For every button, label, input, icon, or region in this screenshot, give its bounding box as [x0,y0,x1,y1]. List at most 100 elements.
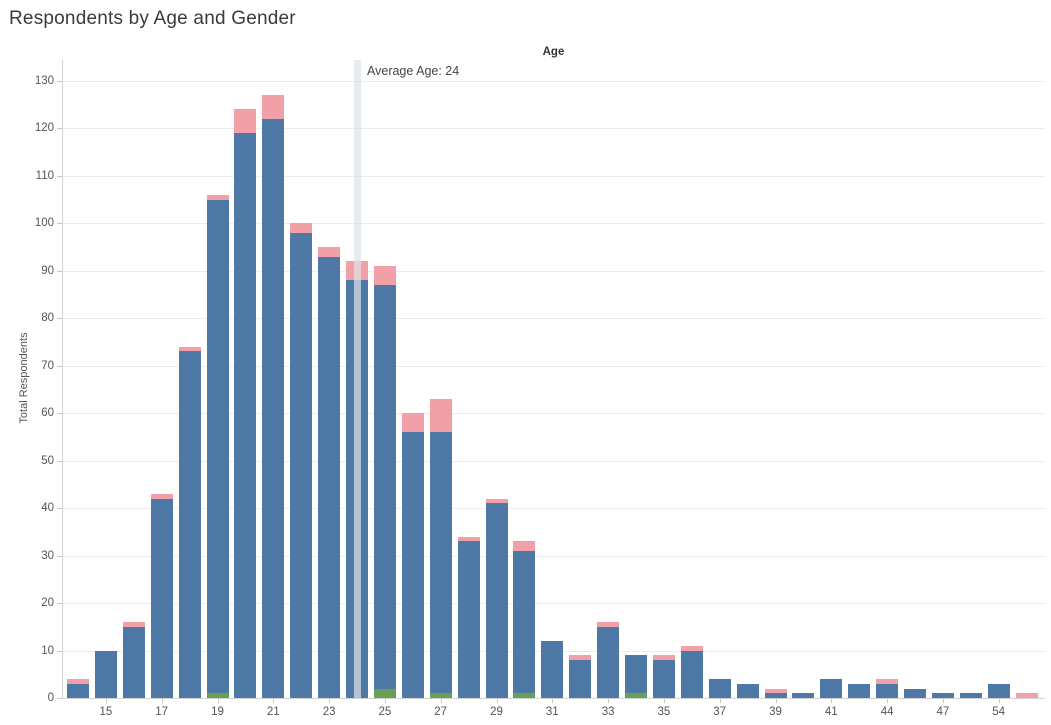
bar-age-38[interactable] [736,683,759,698]
bar-age-35[interactable] [652,655,675,698]
bar-age-18-pink-top-segment[interactable] [178,346,201,352]
bar-age-21-blue-middle-segment[interactable] [262,118,285,698]
bar-age-55[interactable] [1015,693,1038,698]
average-age-reference-band [353,60,361,698]
bar-age-47[interactable] [931,693,954,698]
bar-age-32-blue-middle-segment[interactable] [569,660,592,698]
bar-age-16-pink-top-segment[interactable] [122,622,145,627]
bar-age-29[interactable] [485,498,508,698]
bar-age-18-blue-middle-segment[interactable] [178,351,201,698]
bar-age-23-blue-middle-segment[interactable] [318,256,341,698]
bar-age-34-blue-middle-segment[interactable] [625,655,647,694]
bar-age-31-blue-middle-segment[interactable] [541,641,564,698]
bar-age-25-pink-top-segment[interactable] [373,266,396,286]
bar-age-44-blue-middle-segment[interactable] [876,683,899,698]
bar-age-19-blue-middle-segment[interactable] [206,199,229,694]
bar-age-20-blue-middle-segment[interactable] [234,133,257,698]
bar-age-30[interactable] [513,541,536,698]
bar-age-35-blue-middle-segment[interactable] [652,660,675,698]
bar-age-32[interactable] [569,655,592,698]
y-tick-50 [57,460,62,462]
bar-age-28[interactable] [457,536,480,698]
bar-age-49-blue-middle-segment[interactable] [959,693,982,698]
bar-age-19[interactable] [206,194,229,698]
bar-age-26-pink-top-segment[interactable] [401,413,424,433]
bar-age-44[interactable] [876,679,899,698]
bar-age-33[interactable] [597,622,620,698]
bar-age-28-blue-middle-segment[interactable] [457,541,480,698]
bar-age-19-green-bottom-segment[interactable] [206,693,229,698]
bar-age-22[interactable] [290,223,313,698]
bar-age-30-green-bottom-segment[interactable] [513,693,536,698]
bar-age-42[interactable] [848,683,871,698]
bar-age-16[interactable] [122,622,145,698]
bar-age-39[interactable] [764,688,787,698]
bar-age-40[interactable] [792,693,815,698]
bar-age-40-blue-middle-segment[interactable] [792,693,815,698]
bar-age-45[interactable] [904,688,926,698]
bar-age-35-pink-top-segment[interactable] [652,655,675,661]
bar-age-39-blue-middle-segment[interactable] [764,693,787,698]
bar-age-17[interactable] [150,493,173,698]
bar-age-14-pink-top-segment[interactable] [67,679,89,684]
bar-age-26-blue-middle-segment[interactable] [401,432,424,698]
bar-age-25-blue-middle-segment[interactable] [373,285,396,689]
bar-age-41[interactable] [820,679,843,698]
bar-age-34-green-bottom-segment[interactable] [625,693,647,698]
bar-age-16-blue-middle-segment[interactable] [122,626,145,698]
bar-age-38-blue-middle-segment[interactable] [736,683,759,698]
bar-age-25-green-bottom-segment[interactable] [373,688,396,698]
bar-age-23[interactable] [318,247,341,698]
bar-age-25[interactable] [373,266,396,698]
bar-age-20-pink-top-segment[interactable] [234,109,257,134]
bar-age-36-pink-top-segment[interactable] [680,645,703,651]
bar-age-30-pink-top-segment[interactable] [513,541,536,551]
x-tick-25 [384,698,386,703]
bar-age-14[interactable] [67,679,89,698]
bar-age-14-blue-middle-segment[interactable] [67,683,89,698]
bar-age-37-blue-middle-segment[interactable] [708,679,731,698]
bar-age-27[interactable] [429,398,452,698]
bar-age-44-pink-top-segment[interactable] [876,679,899,684]
bar-age-39-pink-top-segment[interactable] [764,688,787,694]
bar-age-19-pink-top-segment[interactable] [206,194,229,200]
bar-age-36-blue-middle-segment[interactable] [680,650,703,698]
bar-age-49[interactable] [959,693,982,698]
bar-age-23-pink-top-segment[interactable] [318,247,341,257]
bar-age-29-blue-middle-segment[interactable] [485,503,508,698]
x-tick-label-44: 44 [880,706,894,718]
bar-age-47-blue-middle-segment[interactable] [931,693,954,698]
bar-age-21-pink-top-segment[interactable] [262,95,285,119]
bar-age-27-green-bottom-segment[interactable] [429,693,452,698]
bar-age-22-blue-middle-segment[interactable] [290,232,313,698]
bar-age-17-blue-middle-segment[interactable] [150,498,173,698]
bar-age-18[interactable] [178,346,201,698]
bar-age-32-pink-top-segment[interactable] [569,655,592,661]
bar-age-15[interactable] [94,650,117,698]
bar-age-17-pink-top-segment[interactable] [150,493,173,499]
bar-age-42-blue-middle-segment[interactable] [848,683,871,698]
bar-age-55-pink-top-segment[interactable] [1015,693,1038,698]
bar-age-34[interactable] [625,655,647,698]
bar-age-22-pink-top-segment[interactable] [290,223,313,233]
bar-age-31[interactable] [541,641,564,698]
bar-age-54-blue-middle-segment[interactable] [987,683,1010,698]
bar-age-33-blue-middle-segment[interactable] [597,626,620,698]
bar-age-30-blue-middle-segment[interactable] [513,550,536,694]
bar-age-27-blue-middle-segment[interactable] [429,432,452,694]
bar-age-21[interactable] [262,95,285,698]
bar-age-26[interactable] [401,413,424,698]
y-tick-40 [57,508,62,510]
bar-age-37[interactable] [708,679,731,698]
bar-age-20[interactable] [234,109,257,698]
bar-age-45-blue-middle-segment[interactable] [904,688,926,698]
bar-age-33-pink-top-segment[interactable] [597,622,620,627]
bar-age-36[interactable] [680,645,703,698]
bar-age-15-blue-middle-segment[interactable] [94,650,117,698]
bar-age-41-blue-middle-segment[interactable] [820,679,843,698]
bar-age-27-pink-top-segment[interactable] [429,398,452,433]
bar-age-54[interactable] [987,683,1010,698]
bar-age-28-pink-top-segment[interactable] [457,536,480,542]
bar-age-29-pink-top-segment[interactable] [485,498,508,504]
gridline-50 [62,460,1045,462]
